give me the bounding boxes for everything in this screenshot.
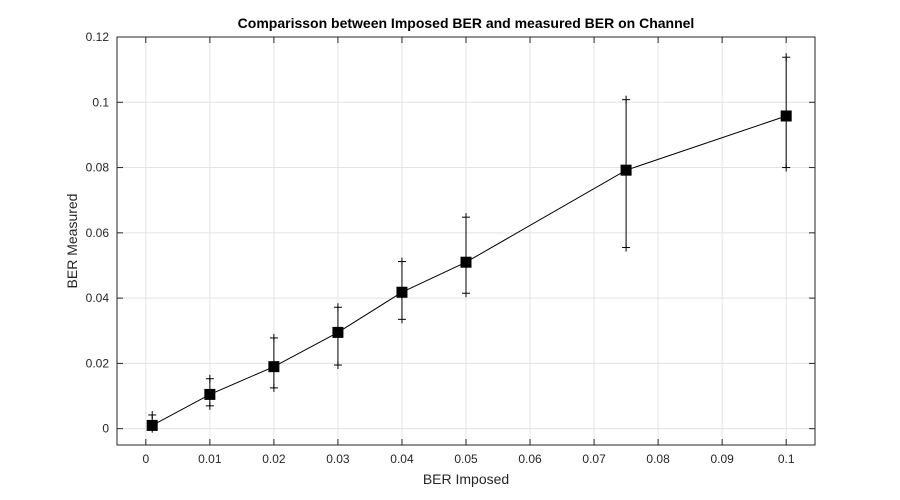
data-point-marker [146,419,158,431]
x-tick-label: 0.04 [390,452,414,466]
data-point-marker [780,110,792,122]
x-tick-label: 0.1 [778,452,795,466]
data-point-marker [396,286,408,298]
x-tick-label: 0.07 [582,452,606,466]
y-tick-label: 0.06 [86,226,110,240]
chart-title: Comparisson between Imposed BER and meas… [238,15,695,31]
x-axis-label: BER Imposed [423,471,509,487]
y-tick-label: 0.08 [86,161,110,175]
y-tick-label: 0.04 [86,291,110,305]
data-point-marker [460,256,472,268]
data-point-marker [204,388,216,400]
x-tick-label: 0.08 [646,452,670,466]
x-tick-label: 0.02 [262,452,286,466]
x-tick-label: 0.03 [326,452,350,466]
x-tick-label: 0.01 [198,452,222,466]
y-tick-label: 0.02 [86,356,110,370]
x-tick-label: 0 [142,452,149,466]
y-tick-label: 0 [102,422,109,436]
data-point-marker [620,164,632,176]
x-tick-label: 0.05 [454,452,478,466]
x-tick-label: 0.09 [710,452,734,466]
data-series [146,53,792,433]
x-tick-label: 0.06 [518,452,542,466]
data-point-marker [332,326,344,338]
grid [117,36,815,445]
plot-frame [116,36,816,446]
y-tick-label: 0.12 [86,30,110,44]
y-tick-label: 0.1 [92,95,109,109]
series-line [151,115,787,426]
y-axis-label: BER Measured [64,194,80,289]
axes: 0 0.01 0.02 0.03 0.04 0.05 0.06 0.07 0.08 0.09 0.1… [86,30,815,466]
data-point-marker [268,361,280,373]
